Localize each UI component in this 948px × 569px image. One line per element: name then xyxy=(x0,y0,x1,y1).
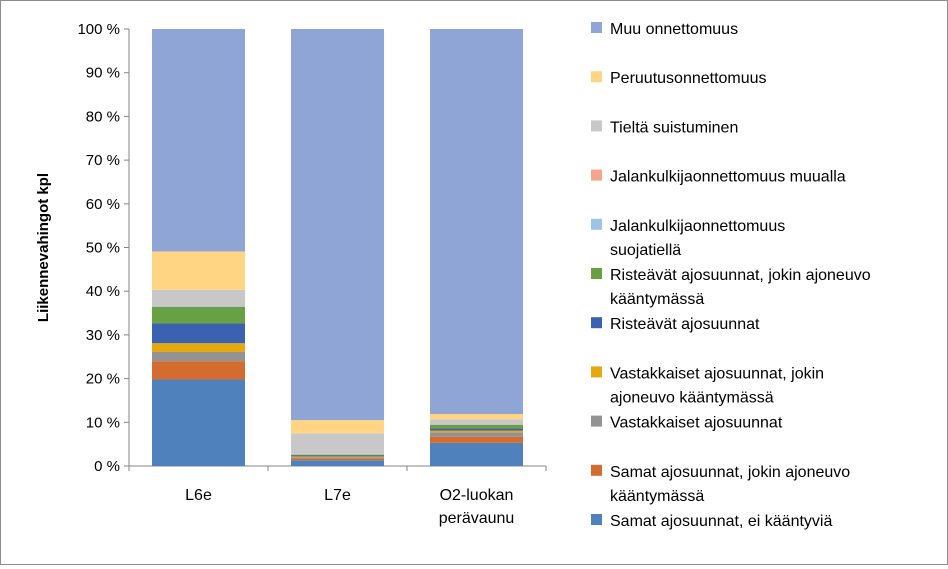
legend-swatch xyxy=(591,366,602,377)
bar-segment-2-0 xyxy=(430,443,523,466)
y-tick-label: 20 % xyxy=(86,371,120,388)
bar-segment-0-0 xyxy=(152,379,245,466)
chart-bars xyxy=(152,29,523,466)
legend-swatch xyxy=(591,22,602,33)
bar-segment-0-5 xyxy=(152,307,245,324)
legend-label: Risteävät ajosuunnat xyxy=(610,316,760,333)
bar-segment-1-2 xyxy=(291,457,384,458)
x-category-label: perävaunu xyxy=(439,510,515,527)
y-tick-label: 30 % xyxy=(86,327,120,344)
legend-label: Muu onnettomuus xyxy=(610,21,738,38)
legend-swatch xyxy=(591,170,602,181)
legend-swatch xyxy=(591,219,602,230)
legend-label: Tieltä suistuminen xyxy=(610,119,738,136)
legend-label: Risteävät ajosuunnat, jokin ajoneuvo xyxy=(610,267,871,284)
legend-label: Samat ajosuunnat, jokin ajoneuvo xyxy=(610,464,850,481)
bar-segment-1-0 xyxy=(291,460,384,466)
y-tick-label: 60 % xyxy=(86,196,120,213)
bar-segment-2-9 xyxy=(430,414,523,419)
legend-swatch xyxy=(591,120,602,131)
bar-segment-2-8 xyxy=(430,419,523,424)
legend-label: Peruutusonnettomuus xyxy=(610,70,767,87)
legend-swatch xyxy=(591,71,602,82)
legend-label: Vastakkaiset ajosuunnat xyxy=(610,415,783,432)
bar-segment-0-1 xyxy=(152,361,245,379)
y-tick-label: 40 % xyxy=(86,283,120,300)
legend-swatch xyxy=(591,268,602,279)
chart-legend: Muu onnettomuus Peruutusonnettomuus Tieltä… xyxy=(591,21,871,530)
bar-segment-0-10 xyxy=(152,29,245,251)
y-tick-label: 70 % xyxy=(86,152,120,169)
y-tick-label: 50 % xyxy=(86,240,120,257)
bar-segment-0-6 xyxy=(152,306,245,307)
legend-swatch xyxy=(591,317,602,328)
bar-segment-1-1 xyxy=(291,459,384,461)
y-tick-label: 100 % xyxy=(77,21,120,38)
bar-segment-1-9 xyxy=(291,420,384,433)
y-axis-label: Liikennevahingot kpl xyxy=(35,173,52,322)
legend-swatch xyxy=(591,416,602,427)
legend-label: ajoneuvo kääntymässä xyxy=(610,389,774,406)
bar-segment-2-2 xyxy=(430,432,523,436)
bar-segment-0-4 xyxy=(152,324,245,344)
bar-segment-2-1 xyxy=(430,437,523,443)
bar-segment-2-10 xyxy=(430,29,523,414)
legend-label: kääntymässä xyxy=(610,291,704,308)
bar-segment-2-5 xyxy=(430,425,523,428)
bar-segment-0-8 xyxy=(152,290,245,306)
y-tick-label: 80 % xyxy=(86,108,120,125)
legend-label: suojatiellä xyxy=(610,242,681,259)
bar-segment-0-3 xyxy=(152,343,245,352)
bar-segment-1-5 xyxy=(291,455,384,456)
bar-segment-0-9 xyxy=(152,251,245,289)
x-category-label: O2-luokan xyxy=(440,487,514,504)
y-tick-label: 0 % xyxy=(94,458,120,475)
bar-segment-2-4 xyxy=(430,428,523,430)
bar-segment-1-4 xyxy=(291,456,384,457)
x-category-label: L6e xyxy=(185,487,212,504)
legend-label: Samat ajosuunnat, ei kääntyviä xyxy=(610,513,832,530)
bar-segment-1-10 xyxy=(291,29,384,420)
legend-label: Jalankulkijaonnettomuus muualla xyxy=(610,169,846,186)
legend-label: Vastakkaiset ajosuunnat, jokin xyxy=(610,365,824,382)
bar-segment-1-3 xyxy=(291,456,384,457)
bar-segment-2-3 xyxy=(430,431,523,433)
legend-label: Jalankulkijaonnettomuus xyxy=(610,218,785,235)
bar-segment-1-8 xyxy=(291,433,384,454)
legend-swatch xyxy=(591,514,602,525)
bar-segment-0-2 xyxy=(152,352,245,361)
legend-label: kääntymässä xyxy=(610,488,704,505)
y-tick-label: 10 % xyxy=(86,414,120,431)
x-category-label: L7e xyxy=(324,487,351,504)
legend-swatch xyxy=(591,465,602,476)
y-tick-label: 90 % xyxy=(86,65,120,82)
